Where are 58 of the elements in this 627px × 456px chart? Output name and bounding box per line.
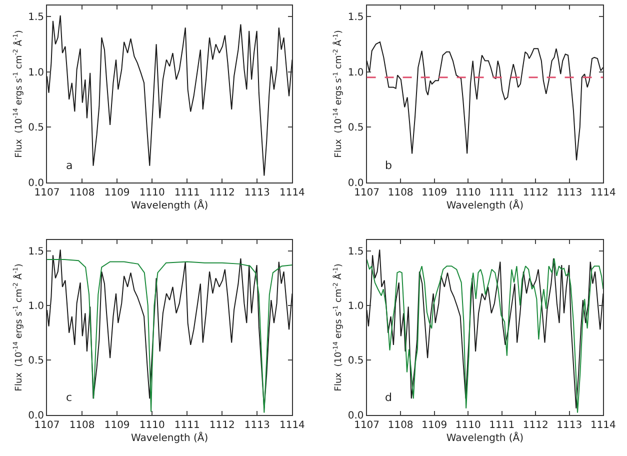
x-axis-title: Wavelength (Å) <box>131 198 208 212</box>
y-tick-label: 1.5 <box>28 246 44 258</box>
x-tick-label: 1111 <box>489 420 515 431</box>
annotation: c <box>66 391 72 404</box>
x-tick-label: 1111 <box>174 420 200 431</box>
y-tick-label: 1.0 <box>348 67 364 78</box>
x-tick-label: 1112 <box>209 187 235 198</box>
x-tick-label: 1112 <box>522 187 548 198</box>
line-series <box>47 14 292 176</box>
annotation: a <box>66 159 73 172</box>
y-tick-label: 0.0 <box>348 410 364 422</box>
x-tick-label: 1108 <box>388 420 414 431</box>
y-tick-label: 1.5 <box>28 12 44 24</box>
x-tick-label: 1114 <box>279 420 305 431</box>
y-tick-label: 0.5 <box>348 356 364 367</box>
x-tick-label: 1109 <box>422 420 448 431</box>
x-tick-label: 1113 <box>556 420 582 431</box>
x-tick-label: 1110 <box>139 420 165 431</box>
x-tick-label: 1112 <box>209 420 235 431</box>
x-tick-label: 1108 <box>69 420 95 431</box>
line-series <box>366 41 604 161</box>
x-tick-label: 1108 <box>388 187 414 198</box>
x-tick-label: 1107 <box>34 420 60 431</box>
x-tick-label: 1110 <box>455 420 481 431</box>
x-tick-label: 1110 <box>455 187 481 198</box>
x-axis-title: Wavelength (Å) <box>446 430 524 444</box>
x-tick-label: 1109 <box>104 187 130 198</box>
x-tick-label: 1114 <box>590 420 616 431</box>
y-tick-label: 1.5 <box>348 246 364 258</box>
annotation: b <box>385 159 392 172</box>
x-axis-title: Wavelength (Å) <box>131 430 208 444</box>
y-tick-label: 0.0 <box>28 178 44 189</box>
x-tick-label: 1113 <box>244 420 270 431</box>
y-tick-label: 1.0 <box>28 301 44 312</box>
x-axis-title: Wavelength (Å) <box>446 198 524 212</box>
x-tick-label: 1109 <box>422 187 448 198</box>
y-tick-label: 0.0 <box>28 410 44 422</box>
x-tick-label: 1111 <box>174 187 200 198</box>
x-tick-label: 1108 <box>69 187 95 198</box>
x-tick-label: 1110 <box>139 187 165 198</box>
y-tick-label: 0.5 <box>28 356 44 367</box>
x-tick-label: 1112 <box>522 420 548 431</box>
x-tick-label: 1109 <box>104 420 130 431</box>
y-tick-label: 0.5 <box>348 122 364 134</box>
y-tick-label: 1.0 <box>348 301 364 312</box>
x-tick-label: 1107 <box>354 420 380 431</box>
x-tick-label: 1107 <box>354 187 380 198</box>
x-tick-label: 1113 <box>244 187 270 198</box>
y-tick-label: 0.0 <box>348 178 364 189</box>
x-tick-label: 1114 <box>279 187 305 198</box>
x-tick-label: 1111 <box>489 187 515 198</box>
y-tick-label: 1.5 <box>348 12 364 24</box>
y-tick-label: 1.0 <box>28 67 44 78</box>
x-tick-label: 1114 <box>590 187 616 198</box>
annotation: d <box>385 391 392 404</box>
x-tick-label: 1113 <box>556 187 582 198</box>
x-tick-label: 1107 <box>34 187 60 198</box>
y-tick-label: 0.5 <box>28 122 44 134</box>
